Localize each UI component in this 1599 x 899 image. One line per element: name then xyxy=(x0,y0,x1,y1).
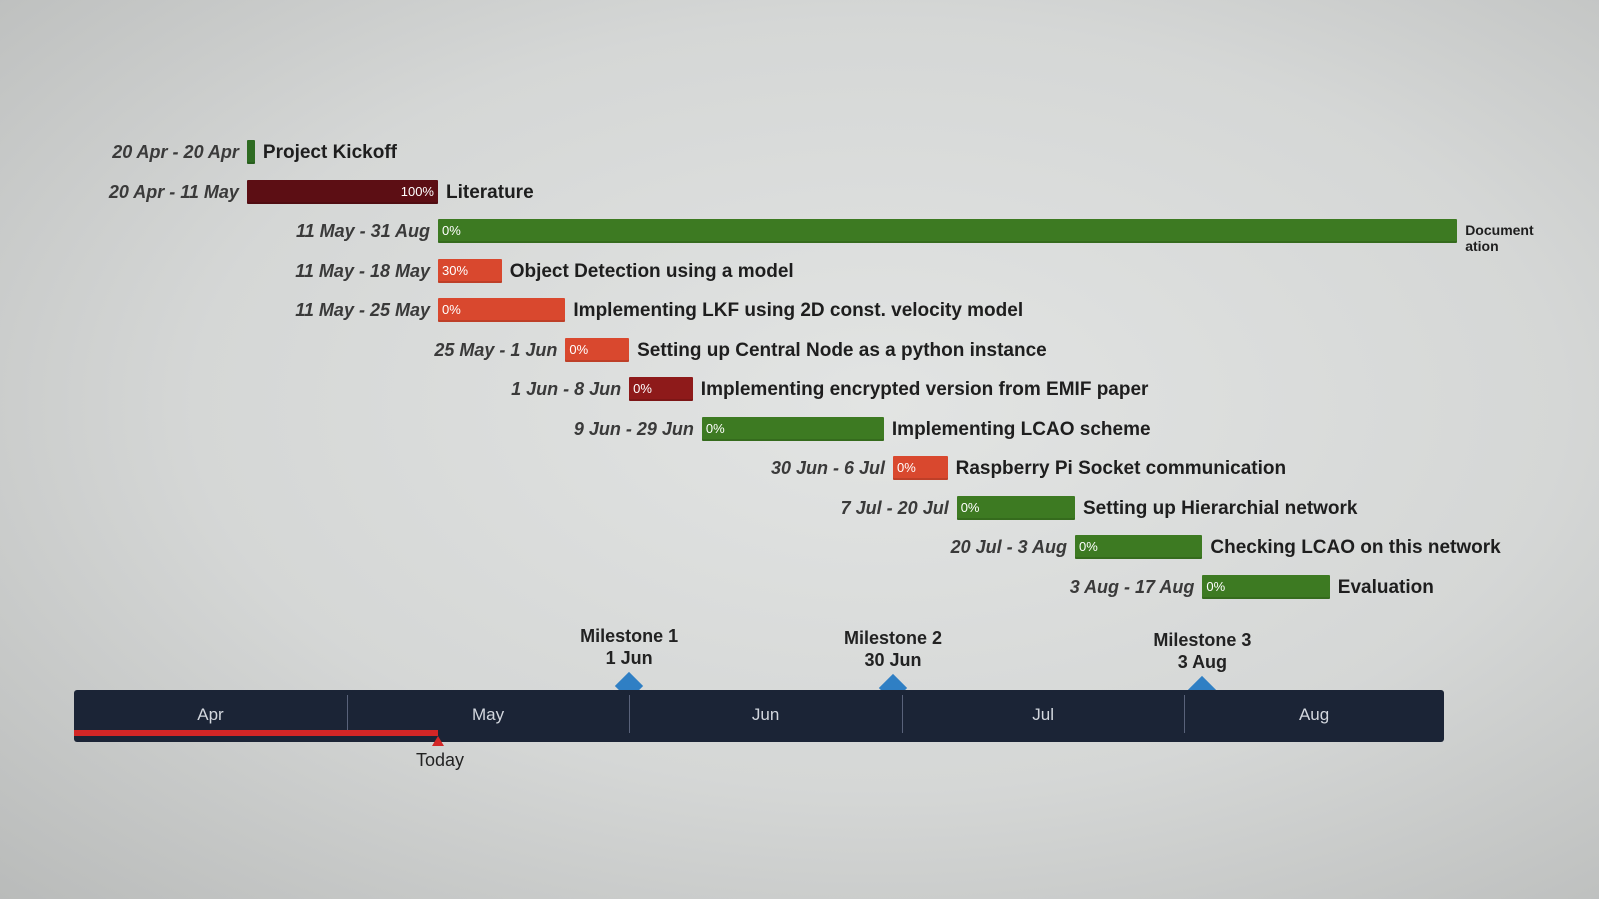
task-percent: 0% xyxy=(442,223,461,238)
task-name: Document ation xyxy=(1465,222,1534,254)
task-bar[interactable] xyxy=(246,140,255,164)
task-date-range: 7 Jul - 20 Jul xyxy=(840,497,949,518)
timeline-axis: Apr May Jun Jul Aug xyxy=(74,690,1444,742)
milestone-name: Milestone 3 xyxy=(1153,630,1252,650)
month-divider xyxy=(347,695,348,733)
task-row: 20 Apr - 11 May 100% Literature xyxy=(0,179,1599,204)
task-percent: 0% xyxy=(1079,539,1098,554)
task-bar[interactable]: 0% xyxy=(629,377,693,401)
today-label: Today xyxy=(416,750,465,770)
task-name: Checking LCAO on this network xyxy=(1210,537,1501,558)
task-row: 30 Jun - 6 Jul 0% Raspberry Pi Socket comm… xyxy=(0,456,1599,480)
task-date-range: 11 May - 18 May xyxy=(295,260,430,281)
task-row: 1 Jun - 8 Jun 0% Implementing encrypted ve… xyxy=(0,377,1599,401)
task-percent: 0% xyxy=(897,460,916,475)
task-date-range: 3 Aug - 17 Aug xyxy=(1069,576,1195,597)
task-row: 11 May - 25 May 0% Implementing LKF using … xyxy=(0,298,1599,322)
task-name: Implementing LCAO scheme xyxy=(891,418,1151,440)
task-name: Literature xyxy=(446,181,534,203)
task-date-range: 20 Apr - 11 May xyxy=(108,181,239,202)
milestone-date: 30 Jun xyxy=(864,650,922,670)
task-row: 11 May - 31 Aug 0% Document ation xyxy=(0,219,1599,254)
task-bar[interactable]: 0% xyxy=(701,416,884,441)
milestone-name: Milestone 2 xyxy=(843,628,943,648)
task-percent: 0% xyxy=(1206,578,1226,594)
task-row: 20 Apr - 20 Apr Project Kickoff xyxy=(0,140,1599,164)
task-date-range: 1 Jun - 8 Jun xyxy=(511,379,622,399)
task-date-range: 20 Apr - 20 Apr xyxy=(112,142,239,162)
task-bar[interactable]: 0% xyxy=(1075,535,1203,559)
task-date-range: 11 May - 31 Aug xyxy=(295,221,430,241)
task-percent: 30% xyxy=(442,262,469,278)
month-divider xyxy=(629,695,631,733)
month-divider xyxy=(1184,695,1186,733)
month-label: Jul xyxy=(1032,705,1054,724)
task-date-range: 9 Jun - 29 Jun xyxy=(573,418,694,439)
task-row: 9 Jun - 29 Jun 0% Implementing LCAO scheme xyxy=(0,416,1599,441)
task-bar[interactable]: 100% xyxy=(246,179,438,204)
task-date-range: 20 Jul - 3 Aug xyxy=(950,537,1067,557)
task-row: 11 May - 18 May 30% Object Detection using… xyxy=(0,258,1599,283)
task-date-range: 30 Jun - 6 Jul xyxy=(770,458,885,478)
task-bar[interactable]: 0% xyxy=(893,456,948,480)
milestone-label: Milestone 2 30 Jun xyxy=(813,627,973,671)
task-percent: 0% xyxy=(569,341,589,357)
task-name: Object Detection using a model xyxy=(509,260,794,282)
task-row: 20 Jul - 3 Aug 0% Checking LCAO on this ne… xyxy=(0,535,1599,559)
month-label: Apr xyxy=(197,705,224,724)
month-label: Jun xyxy=(751,705,780,724)
task-name: Raspberry Pi Socket communication xyxy=(955,458,1287,479)
task-name: Evaluation xyxy=(1337,576,1434,598)
task-percent: 100% xyxy=(400,183,434,199)
task-bar[interactable]: 0% xyxy=(1202,574,1330,599)
task-bar[interactable]: 0% xyxy=(565,337,630,362)
month-divider xyxy=(902,695,904,733)
month-label: Aug xyxy=(1298,705,1330,724)
task-percent: 0% xyxy=(705,420,725,436)
task-name: Project Kickoff xyxy=(262,142,397,163)
task-bar[interactable]: 0% xyxy=(438,298,566,322)
task-name: Setting up Central Node as a python inst… xyxy=(637,339,1047,361)
task-row: 7 Jul - 20 Jul 0% Setting up Hierarchial n… xyxy=(0,495,1599,520)
task-row: 3 Aug - 17 Aug 0% Evaluation xyxy=(0,574,1599,599)
task-name: Implementing encrypted version from EMIF… xyxy=(700,379,1149,400)
task-date-range: 11 May - 25 May xyxy=(295,300,430,320)
milestone-date: 3 Aug xyxy=(1177,652,1228,672)
task-bar[interactable]: 0% xyxy=(438,219,1458,243)
task-row: 25 May - 1 Jun 0% Setting up Central Node … xyxy=(0,337,1599,362)
today-marker xyxy=(432,736,444,746)
task-name: Implementing LKF using 2D const. velocit… xyxy=(573,300,1024,321)
milestone-date: 1 Jun xyxy=(605,648,653,668)
task-bar[interactable]: 0% xyxy=(956,495,1075,520)
milestone-name: Milestone 1 xyxy=(580,626,679,646)
task-name: Setting up Hierarchial network xyxy=(1083,497,1358,519)
progress-line xyxy=(74,730,438,736)
month-label: May xyxy=(471,705,505,724)
task-percent: 0% xyxy=(633,381,652,396)
task-percent: 0% xyxy=(960,499,980,515)
task-percent: 0% xyxy=(442,302,461,317)
task-date-range: 25 May - 1 Jun xyxy=(434,339,558,360)
task-bar[interactable]: 30% xyxy=(438,258,502,283)
